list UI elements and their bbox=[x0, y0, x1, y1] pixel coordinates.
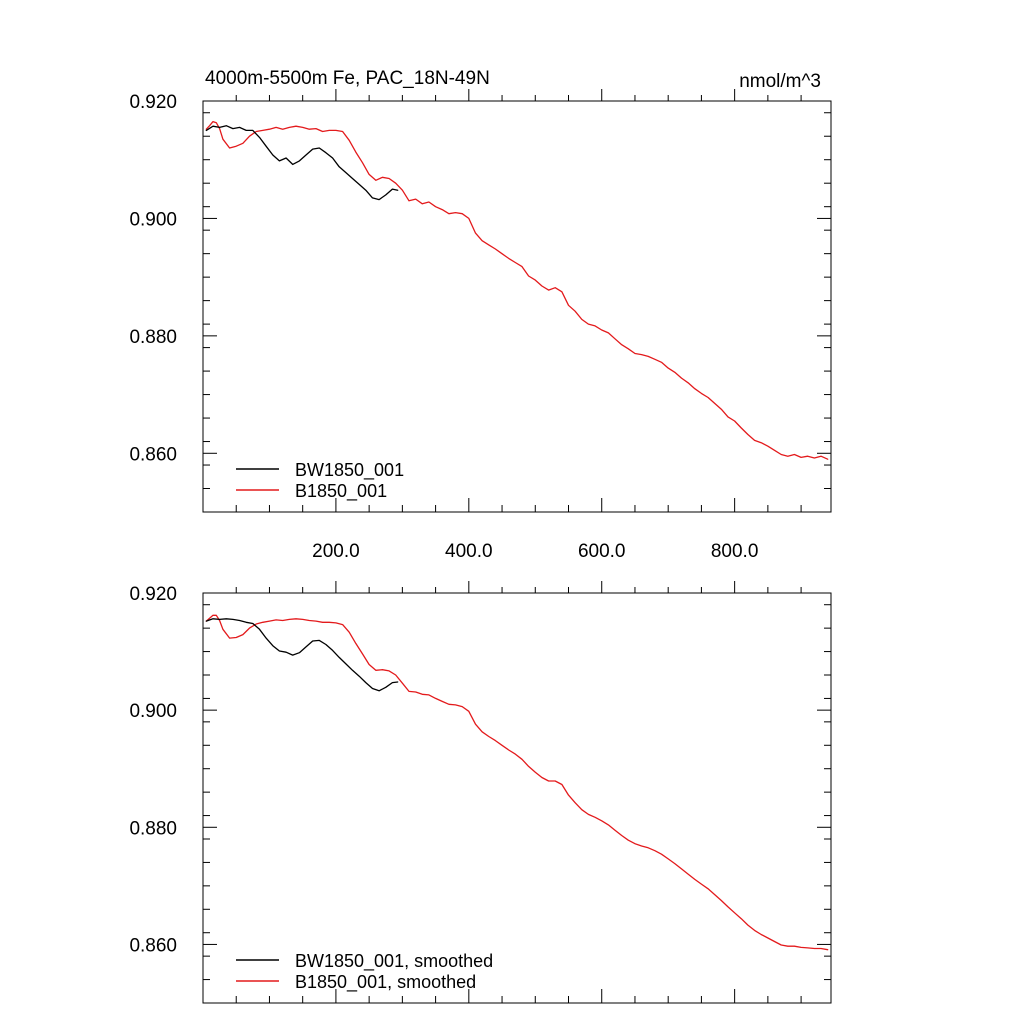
y-tick-label: 0.920 bbox=[129, 92, 177, 113]
legend-label: B1850_001 bbox=[295, 481, 387, 502]
plot-frame bbox=[202, 592, 832, 1004]
y-tick-label: 0.860 bbox=[129, 444, 177, 465]
y-tick-label: 0.880 bbox=[129, 818, 177, 839]
legend-label: BW1850_001 bbox=[295, 460, 404, 481]
legend-label: BW1850_001, smoothed bbox=[295, 951, 493, 972]
x-tick-label: 400.0 bbox=[445, 541, 493, 562]
plot-frame bbox=[202, 100, 832, 513]
legend-label: B1850_001, smoothed bbox=[295, 972, 476, 993]
x-tick-label: 600.0 bbox=[578, 541, 626, 562]
units-label: nmol/m^3 bbox=[739, 71, 821, 92]
series-line-black bbox=[205, 618, 399, 692]
series-line-black bbox=[205, 125, 399, 201]
y-tick-label: 0.880 bbox=[129, 327, 177, 348]
chart-panel-2: 0.860 0.880 0.900 0.920 BW1850_001, smoothed… bbox=[129, 581, 832, 1004]
y-tick-label: 0.900 bbox=[129, 209, 177, 230]
series-line-red bbox=[205, 120, 829, 460]
x-tick-label: 200.0 bbox=[312, 541, 360, 562]
series-line-red bbox=[205, 614, 829, 951]
y-tick-label: 0.860 bbox=[129, 935, 177, 956]
chart-panel-1: 0.860 0.880 0.900 0.920 200.0 400.0 600.0 800.0… bbox=[129, 68, 832, 562]
x-tick-label: 800.0 bbox=[711, 541, 759, 562]
y-tick-label: 0.920 bbox=[129, 584, 177, 605]
y-tick-label: 0.900 bbox=[129, 701, 177, 722]
chart-title: 4000m-5500m Fe, PAC_18N-49N bbox=[205, 68, 490, 89]
